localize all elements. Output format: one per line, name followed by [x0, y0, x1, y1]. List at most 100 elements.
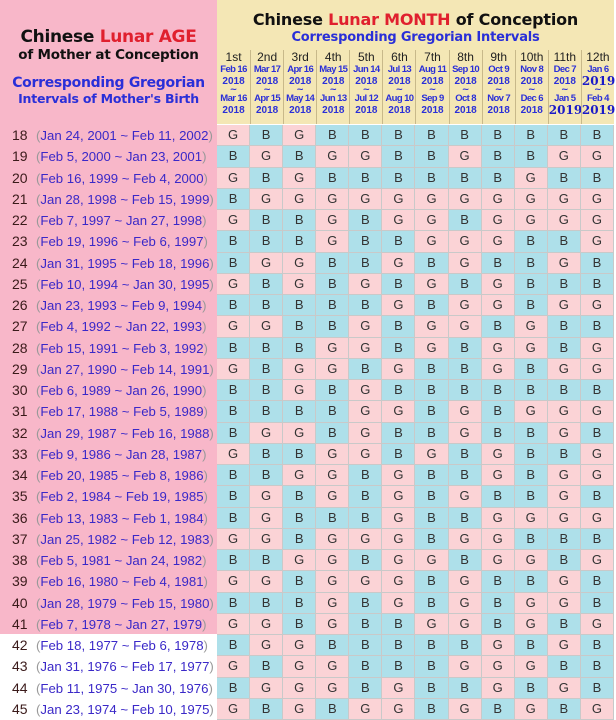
girl-cell: G — [283, 698, 317, 720]
boy-cell: B — [382, 316, 416, 338]
boy-cell: B — [547, 167, 581, 189]
mother-age: 27 — [12, 318, 28, 335]
boy-cell: B — [349, 167, 383, 189]
girl-cell: G — [316, 358, 350, 380]
birth-interval: (Jan 23, 1993 ~ Feb 9, 1994) — [36, 298, 207, 313]
boy-cell: B — [481, 125, 515, 147]
gregorian-label-2: Intervals of Mother's Birth — [18, 91, 199, 106]
girl-cell: G — [283, 465, 317, 487]
age-row: 35 (Feb 2, 1984 ~ Feb 19, 1985) — [0, 486, 217, 507]
girl-cell: G — [448, 571, 482, 593]
birth-interval-text: Jan 31, 1976 ~ Feb 17, 1977 — [40, 659, 210, 675]
boy-cell: B — [283, 592, 317, 614]
boy-cell: B — [316, 507, 350, 529]
birth-interval-text: Feb 5, 2000 ~ Jan 23, 2001 — [40, 149, 203, 165]
birth-interval-text: Jan 29, 1987 ~ Feb 16, 1988 — [40, 425, 210, 441]
month-start-year: 2019 — [581, 73, 616, 88]
boy-cell: B — [349, 656, 383, 678]
month-title: Chinese Lunar MONTH of Conception — [217, 10, 614, 29]
boy-cell: B — [316, 635, 350, 657]
boy-cell: B — [316, 698, 350, 720]
month-column-header: 11th Dec 7 2018 ~ Jan 5 2019 — [547, 50, 582, 124]
boy-cell: B — [547, 550, 581, 572]
boy-cell: B — [415, 380, 449, 402]
boy-cell: B — [415, 507, 449, 529]
month-start-year: 2018 — [421, 75, 444, 87]
boy-cell: B — [316, 401, 350, 423]
age-row: 18 (Jan 24, 2001 ~ Feb 11, 2002) — [0, 125, 217, 146]
girl-cell: G — [514, 167, 548, 189]
girl-cell: G — [250, 188, 284, 210]
girl-cell: G — [217, 528, 251, 550]
girl-cell: G — [514, 656, 548, 678]
boy-cell: B — [382, 443, 416, 465]
girl-cell: G — [547, 146, 581, 168]
boy-cell: B — [382, 273, 416, 295]
month-ordinal: 10th — [520, 50, 544, 64]
girl-cell: G — [283, 188, 317, 210]
age-subtitle: of Mother at Conception — [18, 47, 199, 63]
boy-cell: B — [580, 316, 614, 338]
month-column-header: 1st Feb 16 2018 ~ Mar 16 2018 — [217, 50, 250, 124]
month-start-date: Jan 6 — [587, 64, 609, 75]
girl-cell: G — [448, 316, 482, 338]
age-row: 37 (Jan 25, 1982 ~ Feb 12, 1983) — [0, 529, 217, 550]
girl-cell: G — [580, 295, 614, 317]
mother-age: 24 — [12, 254, 28, 271]
birth-interval: (Feb 16, 1980 ~ Feb 4, 1981) — [36, 574, 208, 590]
boy-cell: B — [481, 252, 515, 274]
girl-cell: G — [382, 401, 416, 423]
girl-cell: G — [481, 231, 515, 253]
tilde-separator: ~ — [561, 85, 569, 95]
month-ordinal: 1st — [225, 50, 242, 64]
boy-cell: B — [250, 358, 284, 380]
month-ordinal: 5th — [358, 50, 375, 64]
birth-interval: (Feb 4, 1992 ~ Jan 22, 1993) — [36, 319, 207, 335]
month-column-header: 3rd Apr 16 2018 ~ May 14 2018 — [283, 50, 316, 124]
boy-cell: B — [217, 188, 251, 210]
boy-cell: B — [316, 252, 350, 274]
boy-cell: B — [382, 613, 416, 635]
month-column-header: 12th Jan 6 2019 ~ Feb 4 2019 — [580, 50, 616, 124]
month-column-header: 6th Jul 13 2018 ~ Aug 10 2018 — [382, 50, 415, 124]
boy-cell: B — [547, 656, 581, 678]
month-end-year: 2018 — [255, 104, 279, 116]
month-start-date: Dec 7 — [553, 64, 577, 75]
boy-cell: B — [217, 677, 251, 699]
girl-cell: G — [283, 677, 317, 699]
girl-cell: G — [481, 295, 515, 317]
boy-cell: B — [217, 486, 251, 508]
girl-cell: G — [547, 677, 581, 699]
boy-cell: B — [580, 571, 614, 593]
month-column-header: 5th Jun 14 2018 ~ Jul 12 2018 — [349, 50, 382, 124]
birth-interval-text: Jan 24, 2001 ~ Feb 11, 2002 — [40, 128, 209, 143]
boy-cell: B — [217, 465, 251, 487]
month-ordinal: 9th — [490, 50, 507, 64]
boy-cell: B — [349, 465, 383, 487]
birth-interval: (Jan 29, 1987 ~ Feb 16, 1988) — [36, 425, 214, 441]
girl-cell: G — [415, 188, 449, 210]
month-end-date: Dec 6 — [520, 93, 544, 104]
birth-interval-text: Jan 31, 1995 ~ Feb 18, 1996 — [40, 255, 210, 271]
boy-cell: B — [448, 167, 482, 189]
month-end-date: Feb 4 — [586, 93, 609, 104]
boy-cell: B — [448, 210, 482, 232]
girl-cell: G — [481, 337, 515, 359]
age-row: 21 (Jan 28, 1998 ~ Feb 15, 1999) — [0, 189, 217, 210]
mother-age: 42 — [12, 637, 28, 653]
girl-cell: G — [349, 188, 383, 210]
boy-cell: B — [316, 125, 350, 147]
girl-cell: G — [250, 146, 284, 168]
mother-age: 41 — [12, 615, 28, 632]
girl-cell: G — [382, 252, 416, 274]
boy-cell: B — [349, 635, 383, 657]
mother-age: 18 — [12, 127, 28, 143]
